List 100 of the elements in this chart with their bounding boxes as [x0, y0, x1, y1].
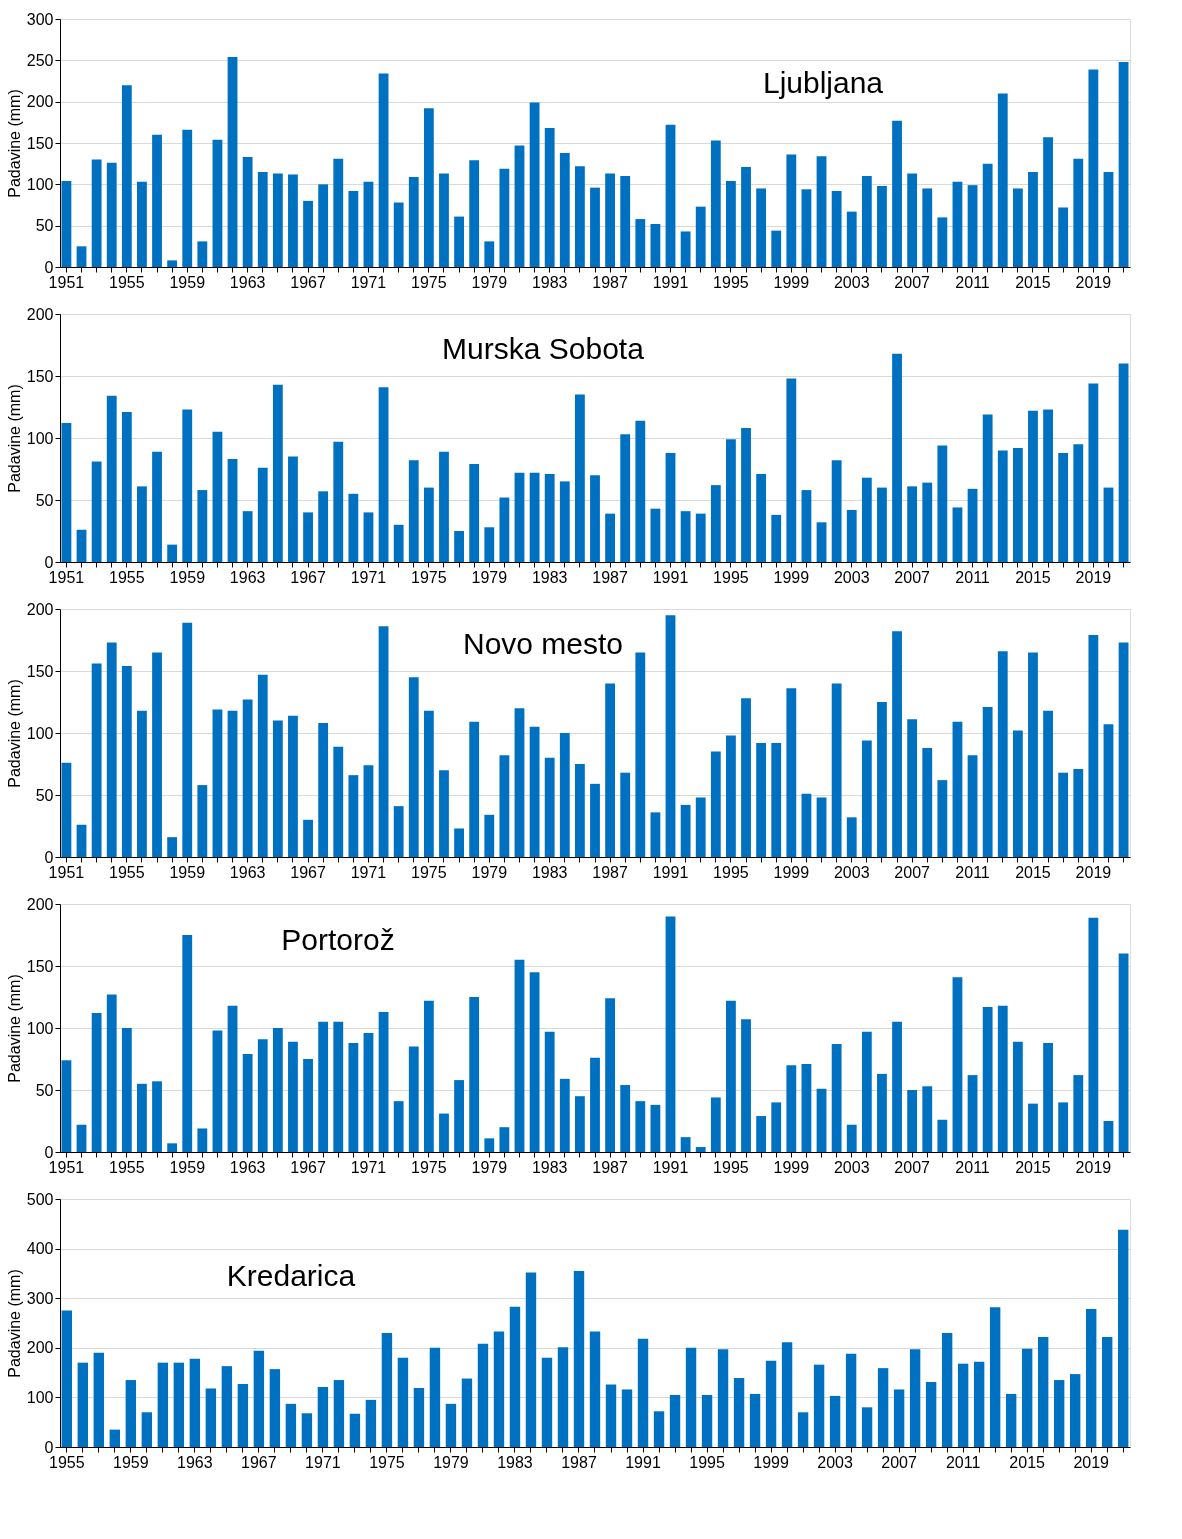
bar — [363, 765, 374, 857]
bar — [461, 1378, 473, 1447]
bar — [952, 507, 963, 562]
bar — [893, 1389, 905, 1447]
bar — [726, 1000, 736, 1152]
x-tick-label: 1967 — [290, 863, 326, 881]
bar — [1012, 730, 1023, 857]
x-tick-label: 1959 — [169, 273, 206, 291]
bar — [106, 994, 117, 1152]
bar — [76, 1124, 87, 1152]
x-tick-label: 1991 — [652, 863, 689, 881]
bar — [61, 1310, 72, 1447]
bar — [189, 1358, 201, 1447]
bar — [685, 1347, 697, 1447]
x-tick-label: 1975 — [411, 273, 447, 291]
bar — [408, 677, 419, 857]
bar — [61, 181, 72, 267]
bar — [733, 1378, 745, 1447]
x-tick-label: 1999 — [773, 273, 810, 291]
x-tick-label: 1979 — [433, 1453, 469, 1471]
bar — [573, 1270, 585, 1447]
bar — [303, 1059, 313, 1152]
x-tick-label: 1999 — [773, 568, 810, 586]
bar — [544, 1031, 555, 1152]
x-tick-label: 2019 — [1075, 273, 1112, 291]
y-tick-label: 50 — [35, 1081, 54, 1099]
bar — [212, 139, 223, 267]
y-tick-label: 200 — [26, 93, 54, 111]
bar — [892, 631, 902, 857]
bar — [1043, 137, 1053, 267]
bar — [816, 522, 827, 562]
bar — [439, 1113, 449, 1152]
bar — [831, 683, 842, 857]
bar — [454, 531, 464, 562]
bar — [1101, 1336, 1113, 1447]
x-tick-label: 2007 — [881, 1453, 918, 1471]
bar — [1085, 1309, 1097, 1447]
bar — [106, 162, 117, 267]
bar — [514, 708, 525, 857]
bar — [892, 120, 902, 267]
bar — [590, 1057, 600, 1152]
bar — [1118, 642, 1129, 857]
x-tick-label: 1959 — [113, 1453, 149, 1471]
bar — [621, 1389, 633, 1447]
x-tick-label: 2019 — [1075, 863, 1112, 881]
x-tick-label: 1983 — [531, 1158, 568, 1176]
bar — [590, 783, 600, 857]
bar — [1037, 1336, 1049, 1447]
bar — [423, 487, 434, 562]
bar — [257, 467, 268, 562]
x-tick-label: 1991 — [625, 1453, 661, 1471]
bar — [922, 188, 933, 267]
y-tick-label: 0 — [44, 1438, 54, 1456]
bar — [1088, 69, 1099, 267]
bar — [892, 1021, 902, 1152]
bar — [786, 688, 797, 857]
bar — [892, 353, 902, 562]
x-tick-label: 1979 — [471, 1158, 508, 1176]
x-tick-label: 2007 — [894, 273, 931, 291]
x-tick-label: 1951 — [48, 863, 85, 881]
y-tick-label: 500 — [26, 1190, 54, 1208]
bar — [106, 395, 117, 562]
x-tick-label: 1967 — [290, 1158, 326, 1176]
y-tick-label: 50 — [35, 491, 54, 509]
bar — [365, 1399, 377, 1447]
bar — [559, 1078, 570, 1152]
bar — [529, 972, 540, 1152]
bar — [816, 1088, 827, 1152]
y-tick-label: 0 — [44, 848, 54, 866]
bar — [349, 1413, 361, 1447]
y-tick-label: 200 — [26, 305, 54, 323]
bar — [91, 663, 102, 857]
x-tick-label: 1963 — [229, 568, 266, 586]
bar — [801, 793, 812, 857]
bar — [93, 1352, 105, 1447]
bar — [813, 1364, 825, 1447]
bar — [1073, 1075, 1084, 1152]
bar — [91, 159, 102, 267]
bar — [272, 173, 283, 267]
bar — [653, 1411, 665, 1447]
x-tick-label: 1971 — [350, 273, 387, 291]
bar — [726, 735, 736, 857]
bar — [509, 1306, 521, 1447]
bar — [514, 959, 525, 1152]
y-axis-title: Padavine (mm) — [5, 384, 23, 493]
bar — [650, 508, 661, 562]
x-tick-label: 2011 — [955, 1158, 990, 1176]
x-tick-label: 1971 — [305, 1453, 341, 1471]
bar — [941, 1332, 953, 1447]
bar — [182, 622, 193, 857]
bar — [257, 674, 268, 857]
text: Murska Sobota — [442, 332, 645, 365]
bar — [1005, 1393, 1017, 1447]
bar — [846, 211, 857, 267]
bar — [710, 1097, 721, 1152]
bar — [765, 1360, 777, 1447]
x-tick-label: 2011 — [955, 273, 990, 291]
bar — [348, 190, 359, 267]
bar — [717, 1349, 729, 1447]
bar — [378, 387, 389, 562]
